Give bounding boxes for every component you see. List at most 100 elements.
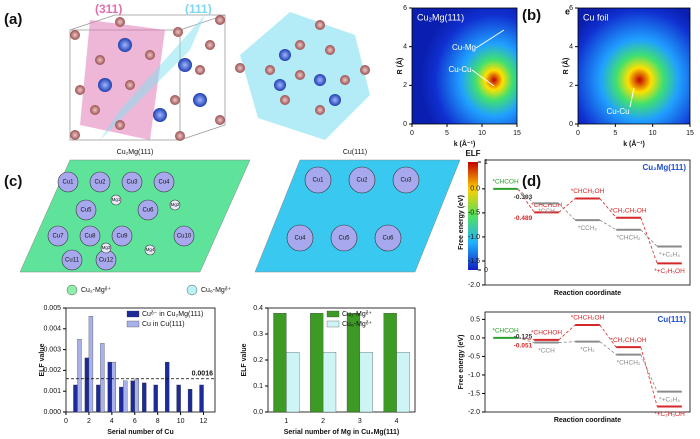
atom-label: Cu11 [65, 258, 80, 264]
elf-map [19, 159, 251, 273]
crystal-structure [69, 12, 370, 141]
bar [107, 361, 112, 413]
state-label: *+C₂H₄ [659, 251, 680, 258]
y-tick-label: 0.5 [470, 316, 480, 323]
bar [199, 384, 204, 413]
connector [599, 219, 617, 231]
y-axis-label: R (Å) [561, 58, 570, 75]
panel-label: (c) [4, 173, 22, 190]
annotation: Cu-Cu [606, 107, 629, 116]
x-tick-label: 4 [395, 418, 399, 425]
legend-swatch [66, 284, 78, 296]
y-tick-label: 4 [569, 44, 573, 51]
y-tick-label: 0.0 [470, 186, 480, 193]
legend-swatch [126, 320, 140, 328]
legend-swatch [326, 320, 340, 328]
energy-value-label: -0.489 [514, 215, 533, 222]
x-tick-label: 2 [87, 418, 91, 425]
colorbar-title: ELF [465, 149, 480, 158]
x-tick-label: 15 [513, 130, 521, 137]
colorbar-tick-label: 0 [484, 267, 488, 274]
y-axis-label: Free energy (eV) [458, 335, 465, 390]
x-axis-label: Reaction coordinate [554, 417, 621, 424]
x-tick-label: 5 [445, 130, 449, 137]
connector [517, 337, 535, 343]
atom-label: Cu3 [126, 180, 138, 186]
connector [640, 354, 658, 392]
y-tick-label: 0.000 [43, 409, 61, 416]
bar [153, 384, 158, 413]
y-tick-label: -2.0 [468, 409, 480, 416]
bar [310, 313, 324, 413]
atom-label: Cu2 [356, 178, 368, 184]
atom-label: Cu2 [94, 180, 106, 186]
atom-label: Cu1 [312, 178, 324, 184]
atom-label: Mg4 [146, 247, 155, 252]
bar [111, 361, 117, 413]
legend-swatch [326, 310, 340, 318]
legend-swatch [126, 310, 140, 318]
x-tick-label: 5 [613, 130, 617, 137]
y-tick-label: 2 [403, 82, 407, 89]
legend-label: Cu in Cu(111) [142, 321, 185, 328]
map-title: Cu foil [583, 12, 609, 22]
connector [558, 324, 576, 341]
bar [359, 352, 373, 413]
bar [77, 339, 82, 413]
bar [286, 352, 300, 413]
legend-swatch [186, 284, 198, 296]
cu-atom [57, 171, 79, 193]
annotation-arrow [471, 69, 495, 87]
atom-label: Cu10 [177, 234, 192, 240]
exafs-map [412, 8, 517, 124]
legend-label: Cu₂-Mgᵟ⁺ [342, 311, 372, 318]
diagram-title: Cu(111) [658, 315, 687, 324]
atom-label: Cu4 [158, 180, 170, 186]
bar [96, 384, 101, 413]
x-tick-label: 2 [321, 418, 325, 425]
bar [130, 380, 135, 413]
atom-label: Cu12 [99, 258, 114, 264]
y-tick-label: 0.3 [253, 331, 263, 338]
energy-value-label: -0.125 [514, 333, 533, 340]
cu-atom [286, 224, 314, 252]
y-tick-label: 2 [569, 82, 573, 89]
bar [84, 357, 90, 413]
annotation-arrow [629, 87, 635, 108]
y-axis-label: ELF value [241, 343, 248, 376]
exafs-map [578, 8, 690, 124]
state-label: *CHCOH [492, 328, 519, 335]
energy-value-label: -0.303 [514, 194, 533, 201]
atom-label: Cu9 [116, 234, 128, 240]
atom-label: Mg2 [171, 202, 180, 207]
mg-atom [110, 194, 122, 206]
y-tick-label: -1.5 [468, 258, 480, 265]
colorbar [468, 162, 478, 270]
y-tick-label: 0.005 [43, 305, 61, 312]
annotation-arrow [475, 29, 505, 49]
atom-label: Cu6 [142, 208, 154, 214]
bar [383, 313, 397, 413]
cu-atom [75, 199, 97, 221]
y-tick-label: 0 [403, 121, 407, 128]
y-tick-label: 0.002 [43, 367, 61, 374]
y-axis-label: R (Å) [395, 58, 404, 75]
x-axis-label: Serial number of Cu [107, 429, 174, 436]
inset-letter: e [565, 6, 570, 16]
atom-label: Mg1 [112, 197, 121, 202]
map-title: Cu₂Mg(111) [417, 12, 464, 22]
y-tick-label: -1.0 [468, 372, 480, 379]
state-label: *CCH₂ [578, 225, 598, 232]
cu-atom [348, 166, 376, 194]
cu-atom [374, 224, 402, 252]
plot-frame [65, 307, 216, 413]
y-axis-label: ELF value [39, 343, 46, 376]
map-title: Cu(111) [343, 149, 367, 156]
y-tick-label: 0.2 [253, 357, 263, 364]
colorbar-tick-label: 1 [484, 159, 488, 166]
plot-frame [484, 159, 691, 286]
cu-atom [61, 249, 83, 271]
atom-label: Cu1 [62, 180, 74, 186]
bar [346, 313, 361, 413]
